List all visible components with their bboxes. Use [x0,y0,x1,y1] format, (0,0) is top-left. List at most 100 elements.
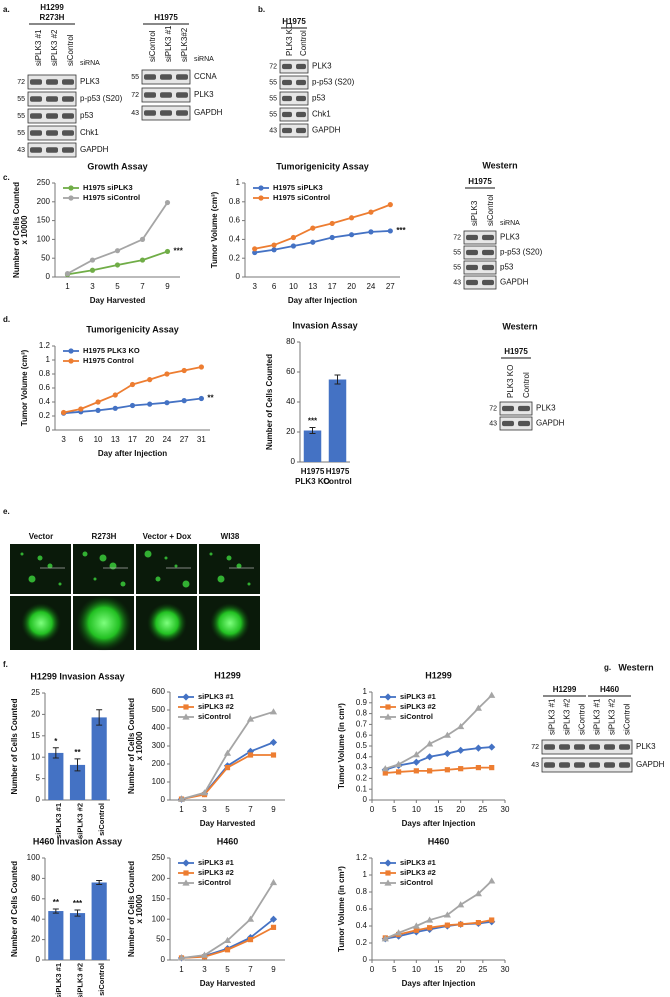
y-tick-label: 20 [286,427,295,436]
cell-spot [226,555,232,561]
point [269,915,278,923]
protein: p-p53 (S20) [312,78,355,87]
point [474,744,482,752]
point [177,954,186,961]
blot-strip [279,123,309,138]
point [458,766,464,772]
y-tick-label: 600 [152,687,166,696]
point [387,202,393,208]
error-bar [96,709,103,726]
point [412,922,420,929]
error-bar [52,747,59,759]
band [589,762,600,768]
y-tick-label: 100 [152,914,166,923]
legend-label: siPLK3 #2 [198,868,234,877]
x-tick-label: 3 [202,965,207,974]
mw-marker: 72 [489,405,497,412]
point [269,738,278,746]
mw-marker: 72 [269,63,277,70]
band [604,744,615,750]
y-tick-label: 0.6 [229,216,241,225]
y-tick-label: 0.3 [356,763,368,772]
y-tick-label: 0 [36,795,41,804]
series-line [181,754,274,800]
mutation: R273H [40,13,65,22]
point [252,249,258,256]
band [46,113,58,119]
band [518,405,530,412]
significance: *** [73,899,83,908]
band [518,420,530,427]
bar [328,379,347,462]
x-tick-label: 15 [434,805,443,814]
y-tick-label: 50 [41,253,50,262]
point [147,377,153,383]
panel-label: f. [3,660,8,669]
protein: PLK3 [636,742,656,751]
lane-label: siControl [623,703,632,735]
y-tick-label: 50 [156,935,165,944]
point [95,407,101,413]
point [114,262,121,268]
band [30,130,42,136]
blot-title: Western [482,160,517,170]
chart-title: H460 Invasion Assay [33,836,122,846]
legend-label: H1975 PLK3 KO [83,346,140,355]
mw-marker: 55 [17,96,25,103]
legend-marker [68,195,74,201]
legend-marker [385,704,391,710]
legend-label: H1975 Control [83,356,134,365]
band [176,110,188,116]
lane-label: siPLK3 #1 [548,698,557,735]
y-tick-label: 0.8 [356,887,368,896]
band [160,92,172,98]
legend-marker [258,195,264,201]
blot-strip [279,75,309,90]
panel-label: c. [3,173,10,182]
significance: ** [74,748,81,757]
cell-spot [144,550,152,558]
legend-label: siPLK3 #1 [400,692,436,701]
y-axis-label: x 10000 [135,894,144,923]
blot-strip [463,245,497,260]
legend-label: H1975 siControl [273,193,330,202]
legend-marker [68,358,74,364]
x-axis-label: Days after Injection [402,979,476,988]
x-tick-label: 3 [61,435,66,444]
point [368,209,374,215]
y-tick-label: 0.4 [229,235,241,244]
y-tick-label: 0 [363,795,368,804]
point [427,768,433,774]
cell-spot [109,562,117,570]
band [62,147,74,153]
point [443,749,451,758]
panel-label: d. [3,315,10,324]
blot-strip [279,91,309,106]
y-axis-label: Number of Cells Counted [10,698,19,794]
lane-label: PLK3 KO [285,23,294,56]
y-tick-label: 0.2 [356,938,368,947]
point [310,239,316,245]
point [147,401,153,407]
band [574,762,585,768]
bar [69,913,86,960]
lane-label: PLK3 KO [506,365,515,398]
point [89,267,96,273]
micrograph [10,544,71,594]
chart-title: H1299 [425,670,452,680]
band [62,130,74,136]
legend-marker [183,704,189,710]
point [269,708,278,715]
micrograph-label: R273H [92,532,117,541]
point [181,398,187,404]
protein: Chk1 [312,110,331,119]
point [368,229,374,235]
point [223,936,232,944]
x-tick-label: H1975 [301,467,325,476]
lane-label: Control [299,30,308,56]
band [160,110,172,116]
point [426,753,434,761]
point [444,922,450,928]
legend-marker [258,185,264,191]
y-tick-label: 5 [36,774,41,783]
